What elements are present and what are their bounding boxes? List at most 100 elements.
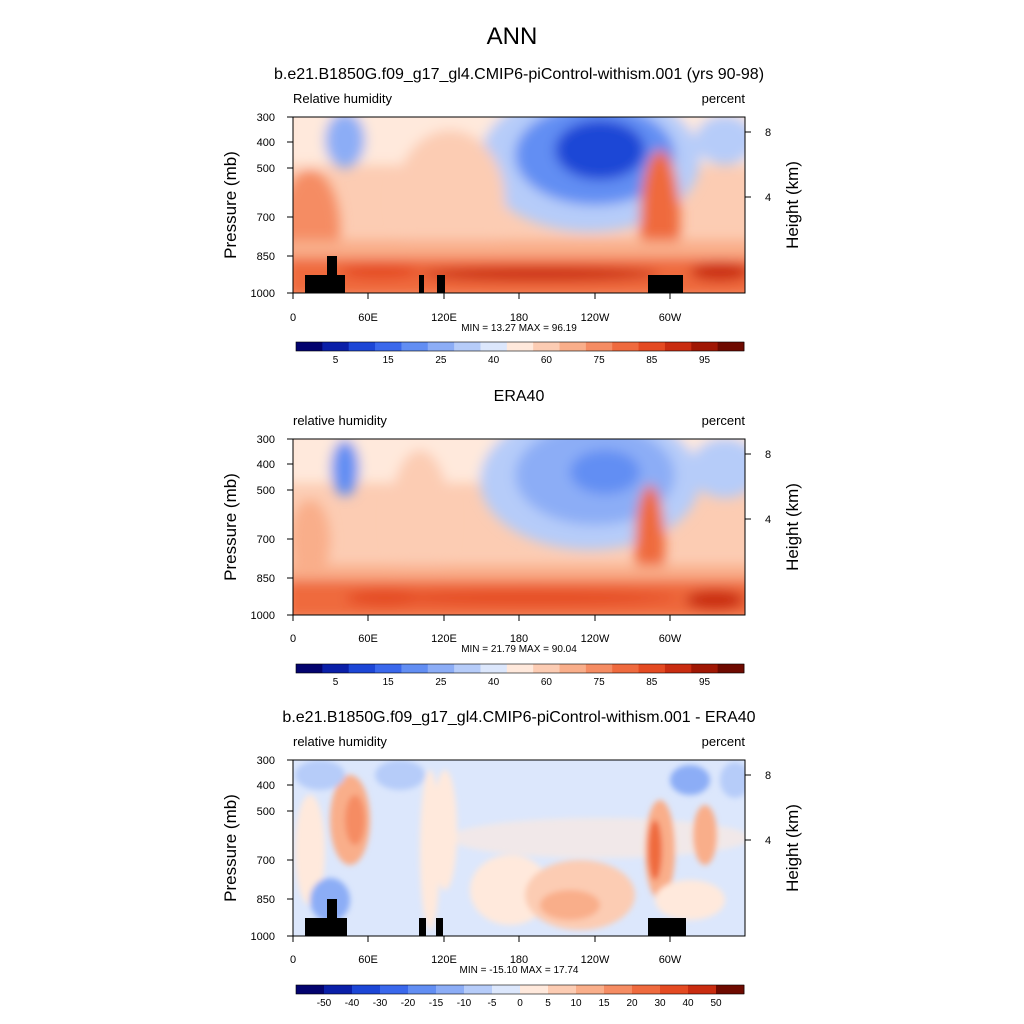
contour-field xyxy=(293,117,745,293)
y-axis-label: Pressure (mb) xyxy=(221,794,240,902)
colorbar-swatch xyxy=(436,985,465,994)
colorbar-swatch xyxy=(322,342,350,351)
x-tick-label: 0 xyxy=(290,633,296,645)
colorbar-label: 60 xyxy=(541,355,553,366)
colorbar-label: 95 xyxy=(699,355,711,366)
y-ticks-right: 8 4 xyxy=(745,449,771,526)
colorbar-swatch xyxy=(632,985,661,994)
y-right-tick-label: 4 xyxy=(765,192,771,204)
y-tick-label: 400 xyxy=(257,780,275,792)
colorbar-label: -15 xyxy=(429,998,444,1009)
colorbar-swatch xyxy=(401,664,429,673)
colorbar-swatch xyxy=(576,985,605,994)
colorbar-swatch xyxy=(691,664,719,673)
colorbar-swatch xyxy=(454,664,481,673)
colorbar-label: 0 xyxy=(517,998,523,1009)
colorbar-swatch xyxy=(585,342,613,351)
x-tick-label: 0 xyxy=(290,954,296,966)
colorbar-swatch xyxy=(664,342,692,351)
y-tick-label: 850 xyxy=(257,894,275,906)
y-axis-label: Pressure (mb) xyxy=(221,151,240,259)
colorbar-swatch xyxy=(612,664,639,673)
x-tick-label: 60W xyxy=(659,312,682,324)
colorbar-label: 5 xyxy=(545,998,551,1009)
colorbar-label: 15 xyxy=(598,998,610,1009)
colorbar-swatch xyxy=(454,342,481,351)
colorbar-swatch xyxy=(380,985,409,994)
colorbar-swatch xyxy=(688,985,717,994)
colorbar-label: 5 xyxy=(333,677,339,688)
y-right-tick-label: 8 xyxy=(765,449,771,461)
y-tick-label: 700 xyxy=(257,534,275,546)
y-tick-label: 850 xyxy=(257,251,275,263)
colorbar-swatch xyxy=(533,342,560,351)
y-ticks-right: 8 4 xyxy=(745,770,771,847)
topography-mask xyxy=(305,918,347,936)
x-tick-label: 120W xyxy=(581,633,610,645)
colorbar-swatch xyxy=(322,664,350,673)
colorbar: 5 15 25 40 60 75 85 95 xyxy=(295,341,745,366)
colorbar-swatch xyxy=(559,664,587,673)
colorbar-label: 60 xyxy=(541,677,553,688)
colorbar-label: 10 xyxy=(570,998,582,1009)
colorbar-label: 40 xyxy=(488,355,500,366)
y-axis-right-label: Height (km) xyxy=(783,483,802,571)
x-ticks: 0 60E 120E 180 120W 60W xyxy=(290,615,682,645)
y-ticks-left: 300 400 500 700 850 1000 xyxy=(251,112,293,300)
y-right-tick-label: 4 xyxy=(765,835,771,847)
colorbar-label: 95 xyxy=(699,677,711,688)
colorbar-swatch xyxy=(375,664,402,673)
x-tick-label: 60W xyxy=(659,633,682,645)
figure-title: ANN xyxy=(487,23,538,50)
colorbar-swatch xyxy=(612,342,639,351)
min-max-stats: MIN = 13.27 MAX = 96.19 xyxy=(461,323,577,334)
colorbar-swatch xyxy=(352,985,381,994)
colorbar-swatch xyxy=(427,342,455,351)
y-ticks-right: 8 4 xyxy=(745,127,771,204)
min-max-stats: MIN = 21.79 MAX = 90.04 xyxy=(461,644,577,655)
colorbar-frame xyxy=(295,984,745,995)
colorbar-label: 40 xyxy=(682,998,694,1009)
colorbar-label: 85 xyxy=(646,677,658,688)
colorbar-swatch xyxy=(638,664,666,673)
colorbar-label: 5 xyxy=(333,355,339,366)
colorbar-swatch xyxy=(559,342,587,351)
y-axis-right-label: Height (km) xyxy=(783,161,802,249)
colorbar-swatch xyxy=(520,985,549,994)
colorbar-swatch xyxy=(585,664,613,673)
y-tick-label: 400 xyxy=(257,459,275,471)
colorbar-swatch xyxy=(375,342,402,351)
y-ticks-left: 300 400 500 700 850 1000 xyxy=(251,755,293,943)
colorbar-swatch xyxy=(664,664,692,673)
colorbar-swatch xyxy=(533,664,560,673)
colorbar-label: 15 xyxy=(383,355,395,366)
x-tick-label: 180 xyxy=(510,954,528,966)
y-tick-label: 1000 xyxy=(251,931,275,943)
colorbar-label: 85 xyxy=(646,355,658,366)
colorbar-swatch xyxy=(296,342,323,351)
colorbar-label: -40 xyxy=(345,998,360,1009)
colorbar-label: 15 xyxy=(383,677,395,688)
y-right-tick-label: 8 xyxy=(765,127,771,139)
colorbar-frame xyxy=(295,341,745,352)
x-tick-label: 60E xyxy=(358,312,378,324)
y-right-tick-label: 8 xyxy=(765,770,771,782)
y-tick-label: 700 xyxy=(257,212,275,224)
colorbar-label: -20 xyxy=(401,998,416,1009)
y-tick-label: 850 xyxy=(257,573,275,585)
colorbar-swatch xyxy=(408,985,437,994)
units-label: percent xyxy=(702,734,746,749)
x-tick-label: 120W xyxy=(581,954,610,966)
y-tick-label: 300 xyxy=(257,434,275,446)
y-tick-label: 1000 xyxy=(251,288,275,300)
colorbar-swatch xyxy=(296,664,323,673)
x-ticks: 0 60E 120E 180 120W 60W xyxy=(290,293,682,324)
x-tick-label: 0 xyxy=(290,312,296,324)
colorbar-label: 25 xyxy=(435,677,447,688)
variable-label: relative humidity xyxy=(293,413,387,428)
colorbar-label: -30 xyxy=(373,998,388,1009)
contour-field xyxy=(293,439,745,615)
y-tick-label: 300 xyxy=(257,112,275,124)
colorbar-swatch xyxy=(492,985,521,994)
x-tick-label: 180 xyxy=(510,633,528,645)
